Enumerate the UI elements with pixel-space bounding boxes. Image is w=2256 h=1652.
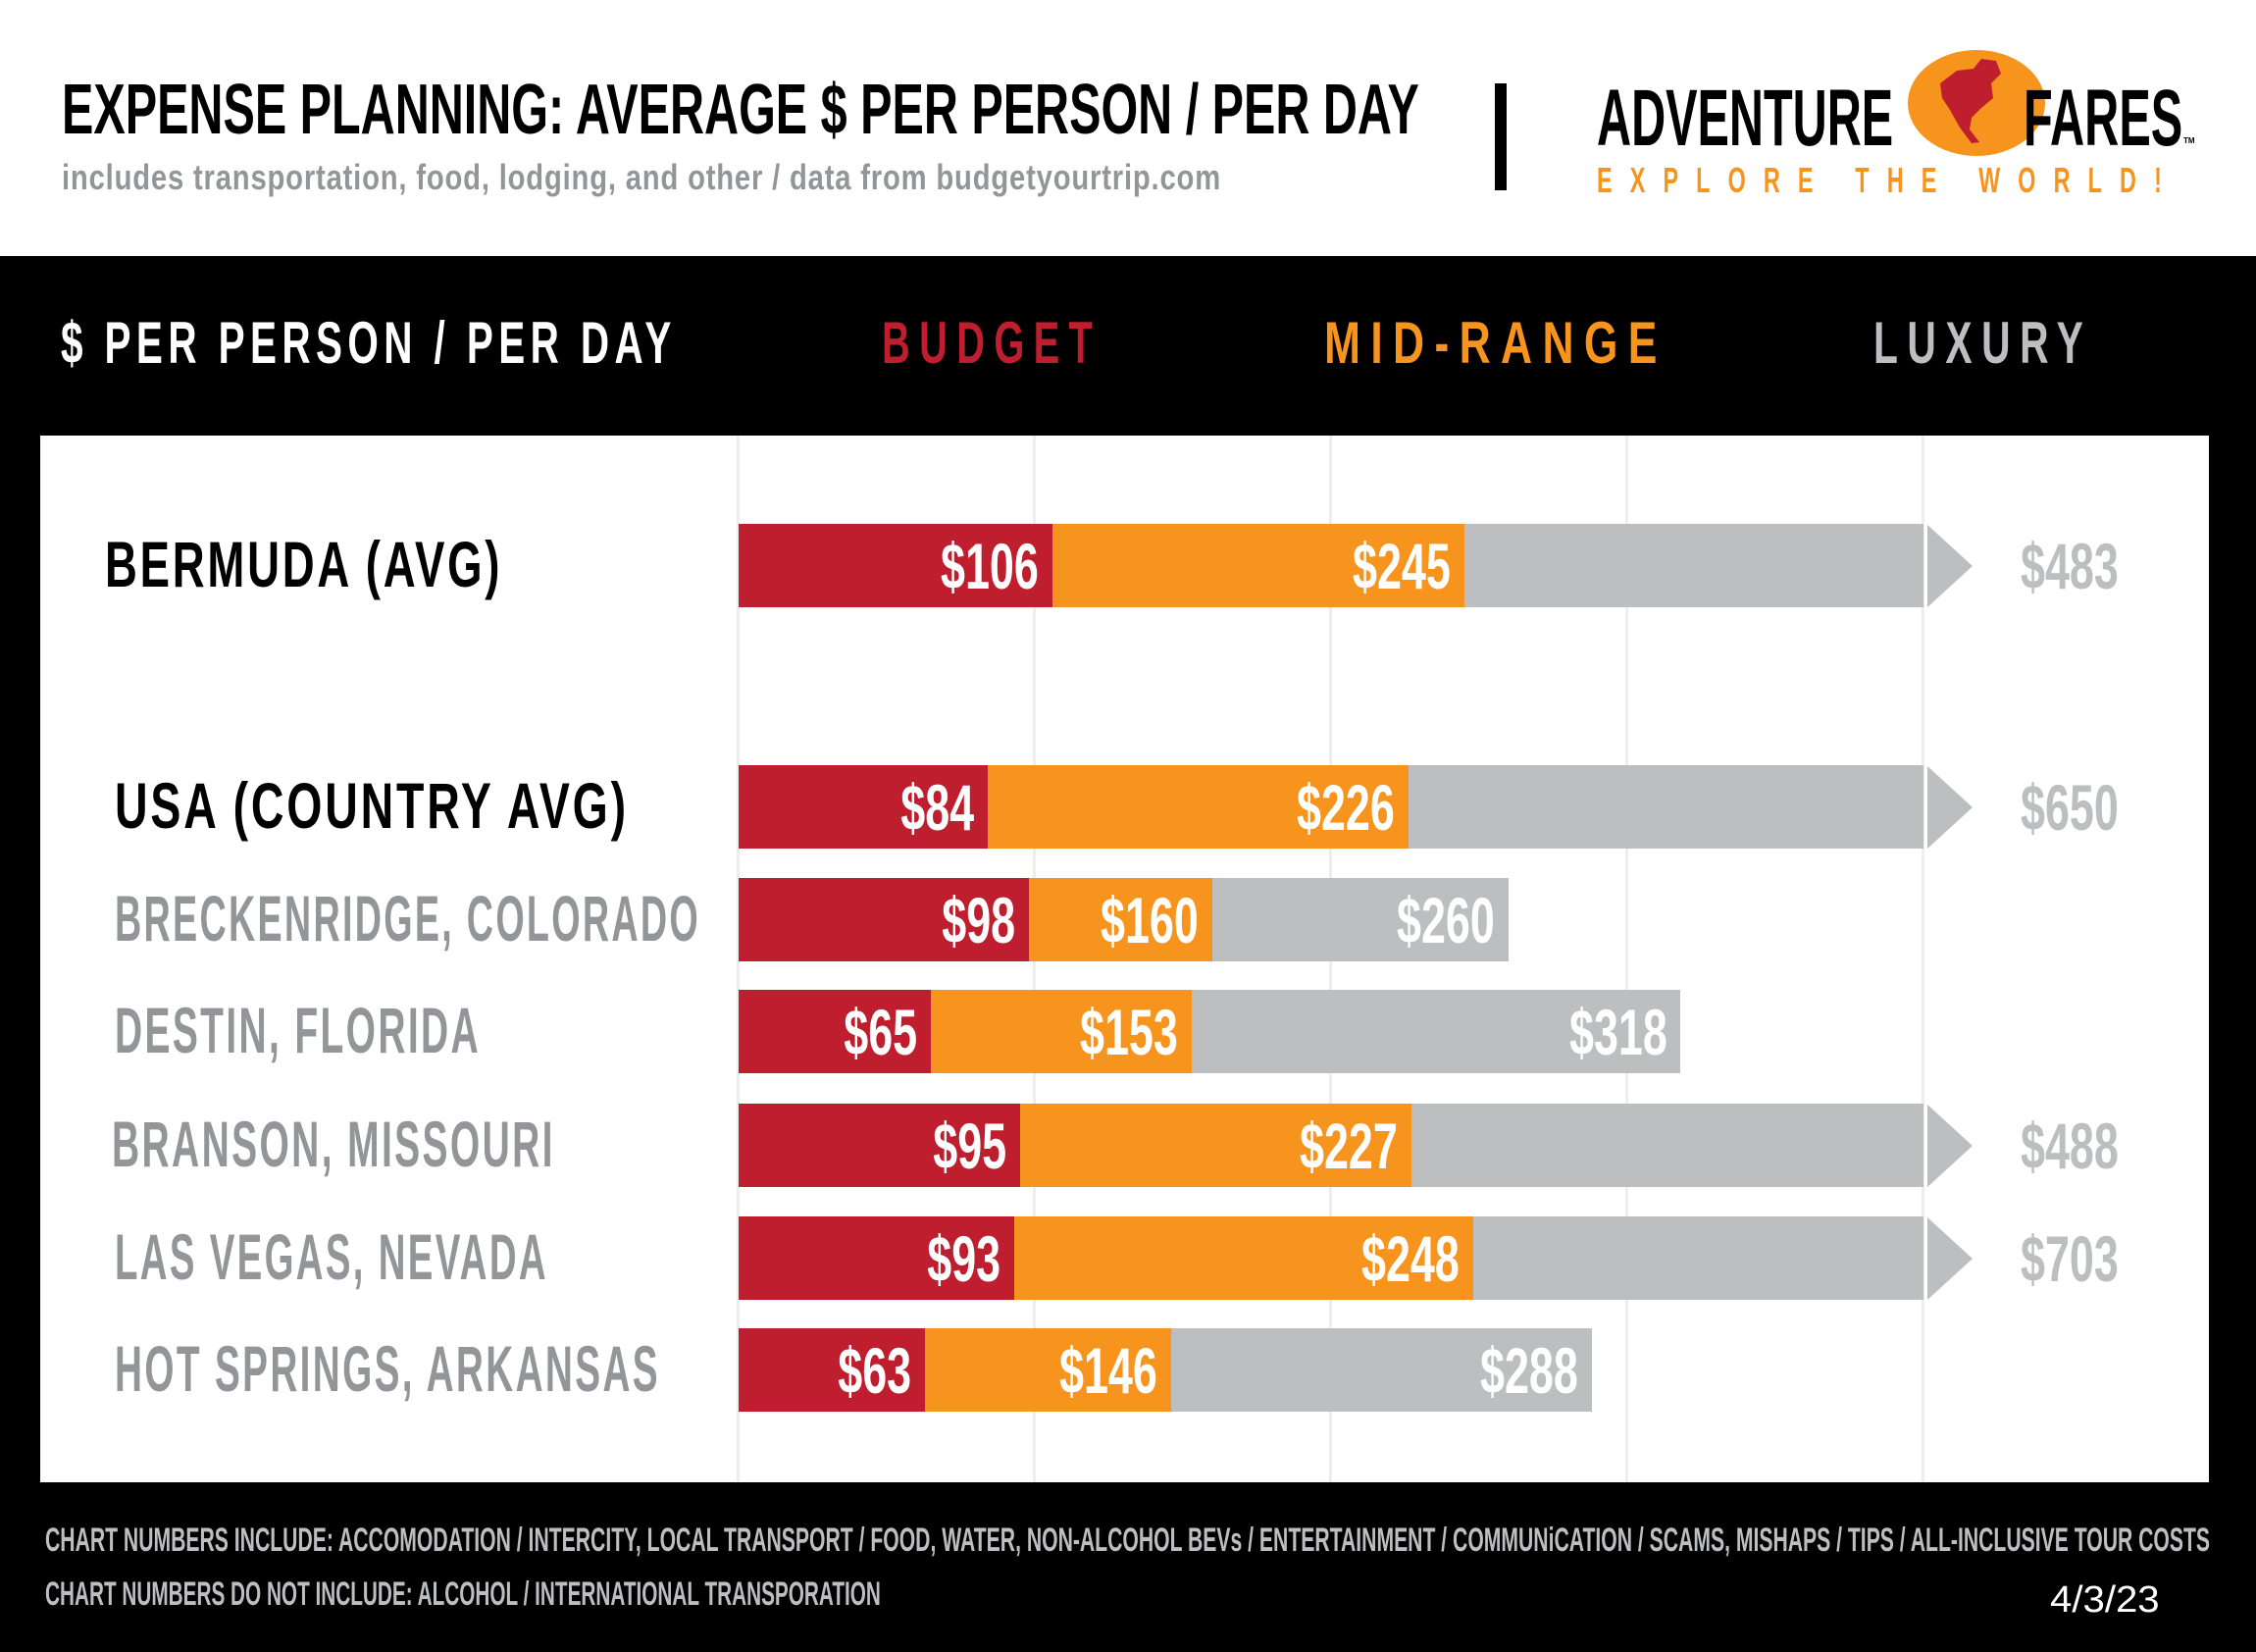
legend-budget: BUDGET bbox=[882, 310, 1102, 376]
value-label-budget: $106 bbox=[941, 530, 1040, 602]
value-label-mid-range: $146 bbox=[1059, 1334, 1157, 1407]
north-america-globe-icon bbox=[1908, 50, 2045, 156]
logo-tagline: EXPLORE THE WORLD! bbox=[1597, 160, 2179, 200]
column-header-unit: $ PER PERSON / PER DAY bbox=[61, 310, 677, 376]
overflow-arrow-icon bbox=[1927, 1105, 1973, 1187]
value-label-mid-range: $245 bbox=[1353, 530, 1451, 602]
legend-mid-range: MID-RANGE bbox=[1324, 310, 1667, 376]
logo-word-fares: FARES bbox=[2024, 74, 2183, 163]
footer-excludes: CHART NUMBERS DO NOT INCLUDE: ALCOHOL / … bbox=[45, 1575, 881, 1613]
overflow-arrow-icon bbox=[1927, 525, 1973, 607]
legend-luxury: LUXURY bbox=[1873, 310, 2093, 376]
footer-date: 4/3/23 bbox=[2050, 1579, 2160, 1621]
bar-budget bbox=[739, 1104, 1020, 1187]
bar-budget bbox=[739, 990, 932, 1073]
bar-budget bbox=[739, 1216, 1014, 1300]
value-label-budget: $98 bbox=[942, 884, 1015, 956]
value-label-luxury: $260 bbox=[1397, 884, 1496, 956]
value-label-budget: $93 bbox=[926, 1222, 1000, 1295]
logo-trademark: TM bbox=[2183, 136, 2195, 145]
category-label: HOT SPRINGS, ARKANSAS bbox=[115, 1332, 660, 1405]
logo-word-adventure: ADVENTURE bbox=[1597, 74, 1894, 163]
value-label-luxury: $288 bbox=[1479, 1334, 1578, 1407]
overflow-arrow-icon bbox=[1927, 766, 1973, 849]
gridline bbox=[1922, 436, 1924, 1482]
bar-budget bbox=[739, 878, 1029, 961]
bar-budget bbox=[739, 1328, 926, 1412]
value-label-luxury: $483 bbox=[2021, 530, 2119, 602]
bar-budget bbox=[739, 765, 988, 849]
category-label: BRANSON, MISSOURI bbox=[112, 1108, 555, 1180]
chart-title: EXPENSE PLANNING: AVERAGE $ PER PERSON /… bbox=[62, 71, 1419, 149]
category-label: BERMUDA (AVG) bbox=[105, 528, 503, 600]
gridline bbox=[1625, 436, 1628, 1482]
value-label-budget: $95 bbox=[933, 1110, 1006, 1182]
value-label-luxury: $703 bbox=[2021, 1222, 2119, 1295]
value-label-budget: $65 bbox=[844, 996, 918, 1068]
value-label-budget: $63 bbox=[838, 1334, 912, 1407]
bar-budget bbox=[739, 524, 1053, 607]
value-label-mid-range: $226 bbox=[1296, 771, 1395, 844]
value-label-luxury: $650 bbox=[2021, 771, 2119, 844]
category-label: DESTIN, FLORIDA bbox=[115, 994, 481, 1066]
gridline bbox=[737, 436, 740, 1482]
category-label: USA (COUNTRY AVG) bbox=[115, 769, 629, 842]
overflow-arrow-icon bbox=[1927, 1217, 1973, 1300]
header-divider bbox=[1495, 83, 1507, 190]
value-label-mid-range: $248 bbox=[1361, 1222, 1460, 1295]
value-label-luxury: $488 bbox=[2021, 1110, 2119, 1182]
chart-subtitle: includes transportation, food, lodging, … bbox=[62, 157, 1221, 197]
value-label-mid-range: $153 bbox=[1080, 996, 1179, 1068]
value-label-mid-range: $160 bbox=[1101, 884, 1200, 956]
category-label: LAS VEGAS, NEVADA bbox=[115, 1220, 548, 1293]
category-label: BRECKENRIDGE, COLORADO bbox=[115, 882, 701, 955]
value-label-luxury: $318 bbox=[1568, 996, 1667, 1068]
value-label-mid-range: $227 bbox=[1299, 1110, 1398, 1182]
footer-includes: CHART NUMBERS INCLUDE: ACCOMODATION / IN… bbox=[45, 1522, 2211, 1559]
value-label-budget: $84 bbox=[899, 771, 974, 844]
